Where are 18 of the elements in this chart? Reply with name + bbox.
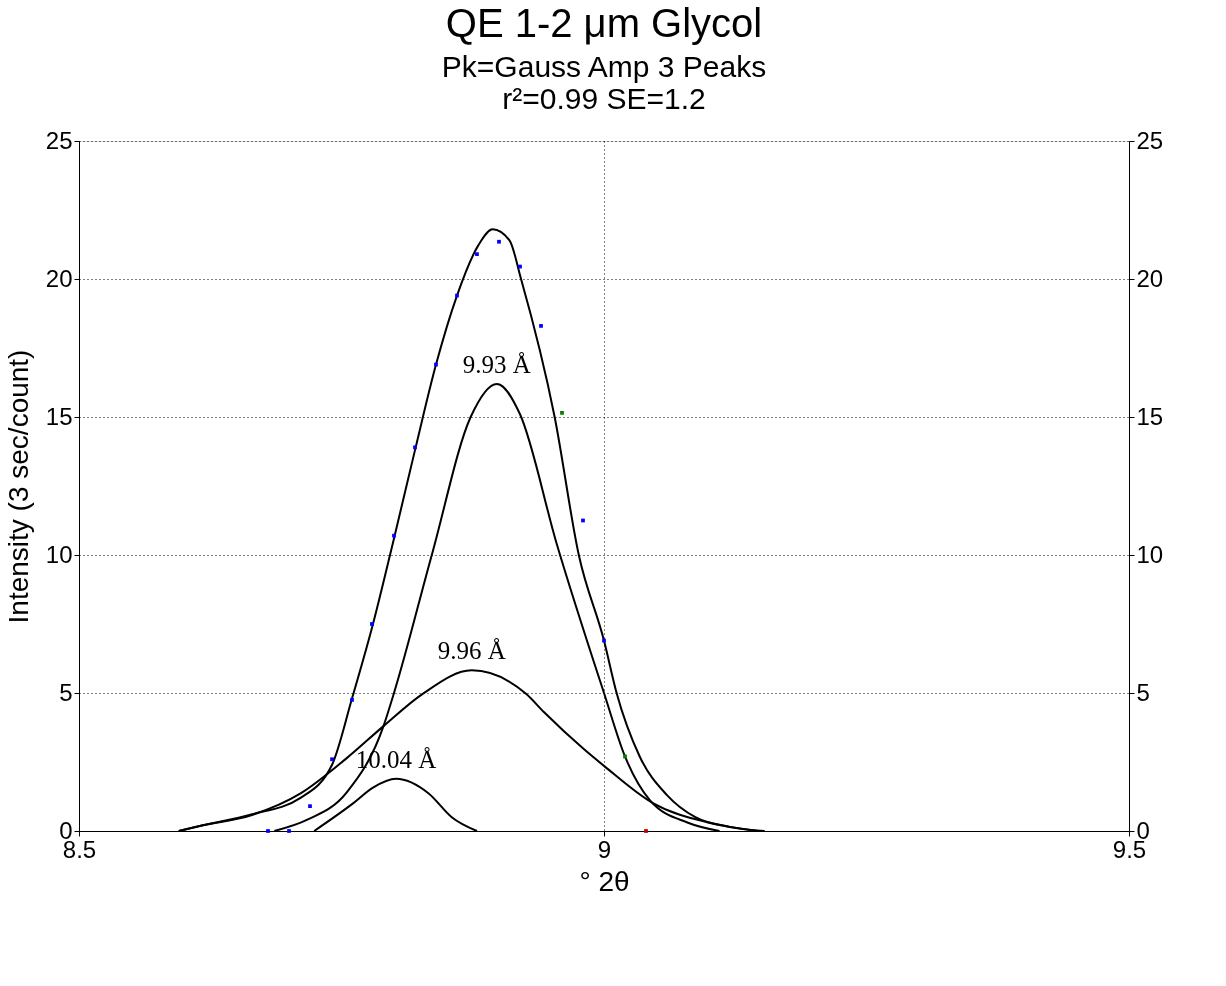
chart-title: QE 1-2 μm Glycol: [445, 1, 763, 45]
y2-tick-label: 10: [1136, 540, 1164, 568]
annotation: 9.93 Å: [462, 350, 531, 378]
y-tick-label: 15: [45, 402, 73, 430]
y-tick-label: 5: [59, 678, 73, 706]
x-axis-title: ° 2θ: [579, 865, 630, 897]
y2-tick-label: 15: [1136, 402, 1164, 430]
text: r²=0.99 SE=1.2: [502, 82, 706, 115]
y-tick-label: 25: [45, 126, 73, 154]
text: Pk=Gauss Amp 3 Peaks: [441, 50, 767, 83]
y2-tick-label: 25: [1136, 126, 1164, 154]
x-tick-label: 9: [597, 835, 612, 863]
annotation: 9.96 Å: [437, 637, 506, 665]
y-tick-label: 10: [45, 540, 73, 568]
y2-tick-label: 20: [1136, 264, 1164, 292]
y2-tick-label: 5: [1136, 678, 1150, 706]
y-tick-label: 20: [45, 264, 73, 292]
y-axis-title: Intensity (3 sec/count): [2, 349, 34, 624]
